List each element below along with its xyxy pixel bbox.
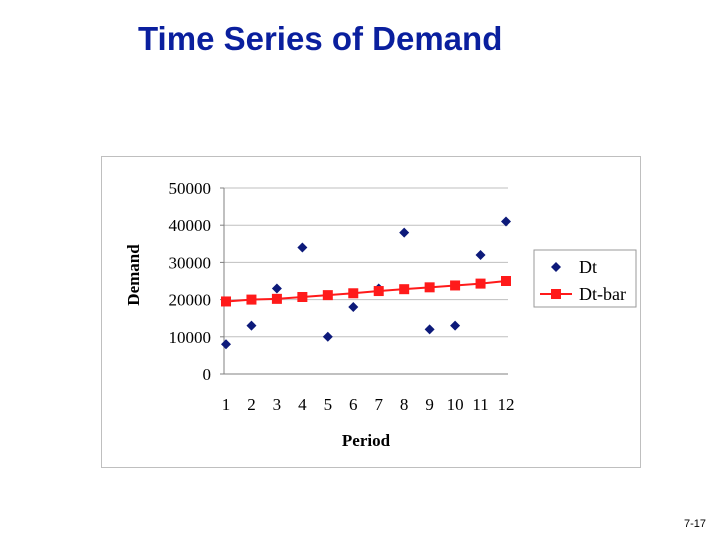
y-tick-label: 30000 [169, 253, 212, 272]
x-tick-label: 1 [222, 395, 231, 414]
point-dt-bar [475, 278, 486, 289]
point-dt-bar [322, 290, 333, 301]
point-dt [246, 320, 257, 331]
x-tick-label: 10 [447, 395, 464, 414]
point-dt-bar [221, 296, 231, 307]
y-tick-label: 0 [203, 365, 212, 384]
point-dt [221, 339, 231, 350]
point-dt-bar [297, 291, 308, 302]
point-dt [348, 302, 359, 313]
point-dt-bar [348, 288, 359, 299]
point-dt [297, 242, 308, 253]
legend-label: Dt [579, 257, 597, 277]
x-tick-label: 11 [472, 395, 488, 414]
grid-layer [224, 187, 508, 338]
point-dt [322, 331, 333, 342]
point-dt-bar [501, 276, 511, 286]
x-tick-label: 2 [247, 395, 256, 414]
legend-marker-dt [551, 262, 561, 272]
series-line-dt-bar [225, 280, 507, 303]
y-tick-label: 50000 [169, 179, 212, 198]
slide-title: Time Series of Demand [138, 20, 503, 57]
y-tick-label: 20000 [169, 291, 212, 310]
x-tick-label: 4 [298, 395, 307, 414]
point-dt [475, 249, 486, 260]
x-tick-label: 5 [324, 395, 333, 414]
point-dt [450, 320, 461, 331]
x-tick-label: 12 [498, 395, 515, 414]
point-dt [424, 324, 435, 335]
point-dt [271, 283, 282, 294]
series-layer [221, 216, 511, 350]
y-tick-label: 10000 [169, 328, 212, 347]
chart-frame: 0 10000 20000 30000 40000 50000 1 2 3 4 5 6 7 8 9 10 11… [101, 156, 641, 468]
x-tick-label: 9 [425, 395, 434, 414]
y-axis-label: Demand [124, 244, 143, 306]
slide-number: 7-17 [683, 518, 706, 530]
legend-label: Dt-bar [579, 284, 626, 304]
x-axis-label: Period [342, 431, 391, 450]
point-dt-bar [246, 294, 257, 305]
x-tick-label: 8 [400, 395, 409, 414]
x-tick-label: 7 [374, 395, 383, 414]
point-dt-bar [373, 286, 384, 297]
y-tick-label: 40000 [169, 216, 212, 235]
point-dt-bar [399, 284, 410, 295]
point-dt-bar [271, 293, 282, 304]
legend: Dt Dt-bar [533, 249, 637, 308]
legend-marker-dt-bar [551, 289, 561, 299]
point-dt [399, 227, 410, 238]
y-tick-labels: 0 10000 20000 30000 40000 50000 [169, 179, 212, 384]
axes-layer [220, 187, 508, 375]
x-tick-label: 6 [349, 395, 358, 414]
point-dt [501, 216, 511, 227]
point-dt-bar [424, 282, 435, 293]
point-dt-bar [450, 280, 461, 291]
x-tick-labels: 1 2 3 4 5 6 7 8 9 10 11 12 [222, 395, 515, 414]
x-tick-label: 3 [273, 395, 282, 414]
